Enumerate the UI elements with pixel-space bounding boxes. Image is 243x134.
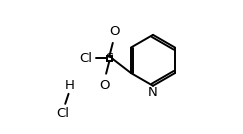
Text: H: H bbox=[64, 79, 74, 92]
Text: Cl: Cl bbox=[57, 107, 70, 120]
Text: O: O bbox=[99, 79, 110, 92]
Bar bbox=[107, 56, 112, 61]
Text: O: O bbox=[109, 25, 119, 38]
Text: Cl: Cl bbox=[80, 52, 93, 65]
Text: S: S bbox=[105, 52, 114, 65]
Text: N: N bbox=[148, 86, 158, 99]
